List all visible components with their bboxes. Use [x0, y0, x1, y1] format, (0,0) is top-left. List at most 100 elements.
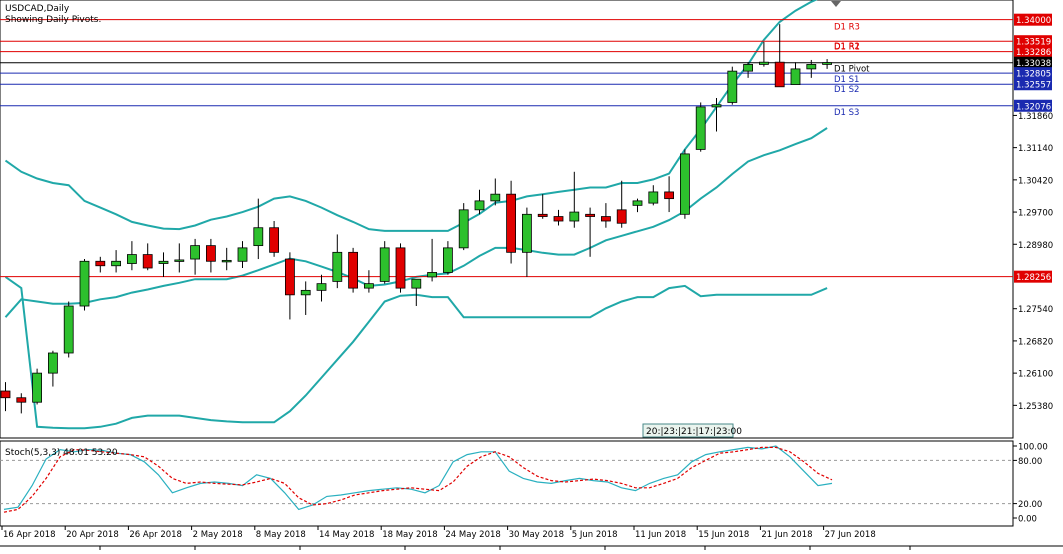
candle-body — [158, 260, 169, 264]
candle-body — [79, 260, 90, 307]
candle-body — [648, 191, 659, 204]
candlesticks — [0, 24, 832, 414]
candle-body — [379, 247, 390, 282]
candle-body — [395, 247, 406, 289]
price-tick-label: 1.25380 — [1018, 402, 1053, 412]
time-tick-label: 18 May 2018 — [382, 530, 437, 540]
price-tick-label: 1.28980 — [1018, 241, 1053, 251]
candle-body — [221, 259, 232, 263]
time-tick-label: 5 Jun 2018 — [572, 530, 618, 540]
candle-body — [474, 200, 485, 211]
pivot-label: D1 S2 — [834, 85, 859, 95]
candle-body — [269, 227, 280, 253]
symbol-label: USDCAD,Daily — [5, 4, 70, 14]
candle-body — [332, 251, 343, 282]
candle-body — [442, 247, 453, 273]
price-tags: 1.34000 1.335191.332861.330381.328051.325… — [1014, 13, 1052, 283]
candle-body — [284, 258, 295, 296]
candle-body — [348, 251, 359, 289]
time-label-box — [642, 423, 734, 438]
candle-body — [190, 245, 201, 260]
pivot-label: D1 R2 — [834, 42, 860, 52]
time-axis: 16 Apr 2018 20 Apr 2018 26 Apr 2018 2 May 2… — [1, 526, 876, 540]
time-tick-label: 21 Jun 2018 — [761, 530, 812, 540]
stoch-axis: 100.00 80.00 20.00 0.00 — [1013, 443, 1048, 525]
pivot-price-tag — [1014, 78, 1052, 91]
chart-shift-marker-icon[interactable] — [831, 1, 841, 7]
candle-body — [427, 272, 438, 278]
stoch-pane-frame — [0, 440, 1014, 527]
candle-body — [664, 191, 674, 200]
price-tick-label: 1.29700 — [1018, 209, 1053, 219]
candle-body — [537, 213, 548, 217]
candle-body — [601, 216, 611, 222]
pivot-label: D1 Pivot — [834, 65, 870, 75]
time-tick-label: 11 Jun 2018 — [635, 530, 686, 540]
time-tick-label: 26 Apr 2018 — [129, 530, 182, 540]
candle-body — [205, 245, 216, 262]
stoch-signal-line — [3, 446, 833, 513]
stoch-main-line — [3, 445, 833, 511]
time-tick-label: 2 May 2018 — [193, 530, 243, 540]
candle-body — [632, 200, 643, 206]
candle-body — [585, 213, 595, 217]
bottom-scroll-strip[interactable] — [0, 545, 1063, 550]
candle-body — [822, 62, 832, 65]
time-tick-label: 16 Apr 2018 — [3, 530, 56, 540]
time-tick-label: 24 May 2018 — [445, 530, 500, 540]
candle-body — [790, 68, 801, 85]
candle-body — [522, 213, 532, 253]
pivot-price-tag-text: 1.33519 — [1016, 38, 1051, 48]
stoch-tick-label: 80.00 — [1018, 457, 1042, 467]
stoch-tick-label: 100.00 — [1018, 443, 1048, 453]
candle-body — [458, 209, 469, 249]
pivot-price-tag-text: 1.33038 — [1016, 59, 1051, 69]
pivot-label: D1 S1 — [834, 75, 859, 85]
pivot-price-tag-text: 1.32076 — [1016, 102, 1051, 112]
price-tick-label: 1.27540 — [1018, 305, 1053, 315]
time-label-text: 20:|23:|21:|17:|23:00 — [646, 427, 742, 437]
pivot-price-tag — [1014, 99, 1052, 112]
crosshair-time-label: 20:|23:|21:|17:|23:00 — [642, 423, 742, 438]
candle-body — [32, 372, 42, 403]
price-axis: 1.31860 1.31140 1.30420 1.29700 1.28980 1.275… — [1013, 112, 1053, 412]
time-tick-label: 14 May 2018 — [319, 530, 374, 540]
candle-body — [695, 106, 706, 150]
pivot-price-tag-text: 1.32805 — [1016, 70, 1051, 80]
candle-body — [743, 64, 753, 72]
level-price-tag — [1014, 270, 1052, 283]
stoch-levels — [0, 459, 1013, 505]
candle-body — [759, 61, 769, 65]
candle-body — [300, 289, 311, 296]
candle-body — [616, 209, 627, 224]
pivot-info-label: Showing Daily Pivots. — [5, 15, 101, 25]
time-tick-label: 20 Apr 2018 — [66, 530, 119, 540]
stoch-tick-label: 20.00 — [1018, 500, 1042, 510]
stoch-title: Stoch(5,3,3) 48.01 53.20 — [5, 448, 118, 458]
candle-body — [0, 390, 11, 399]
candle-body — [316, 283, 327, 291]
chart-header: USDCAD,Daily Showing Daily Pivots. — [5, 4, 101, 25]
pivot-price-tag-text: 1.32557 — [1016, 81, 1051, 91]
band-upper — [4, 0, 818, 232]
price-tick-label: 1.26100 — [1018, 370, 1053, 380]
pivot-label: D1 R1 — [834, 43, 860, 53]
pivot-price-tag-text: 1.33286 — [1016, 48, 1051, 58]
price-tick-label: 1.26820 — [1018, 337, 1053, 347]
candle-body — [774, 61, 785, 88]
candle-body — [111, 260, 121, 267]
candle-body — [506, 193, 517, 253]
pivot-price-tag — [1014, 56, 1052, 69]
price-tick-label: 1.31860 — [1018, 112, 1053, 122]
level-price-tag-text: 1.28256 — [1016, 273, 1051, 283]
time-tick-label: 30 May 2018 — [509, 530, 564, 540]
candle-body — [237, 247, 248, 262]
pivot-label: D1 R3 — [834, 23, 860, 33]
candle-body — [63, 305, 74, 354]
price-tick-label: 1.30420 — [1018, 176, 1053, 186]
stoch-tick-label: 0.00 — [1018, 515, 1037, 525]
